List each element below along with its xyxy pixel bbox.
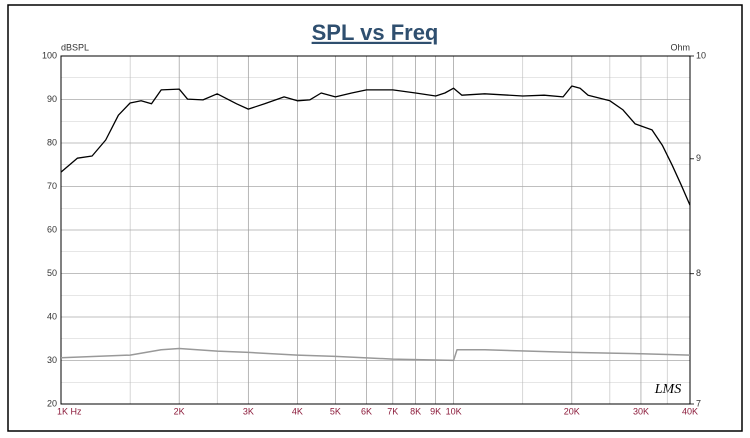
y-tick-label: 20 xyxy=(47,398,57,408)
y2-tick-label: 7 xyxy=(696,398,701,408)
series-line xyxy=(60,347,691,362)
y-tick-label: 30 xyxy=(47,355,57,365)
y2-tick-label: 8 xyxy=(696,268,701,278)
x-tick-label: 3K xyxy=(243,406,254,416)
y-tick-label: 70 xyxy=(47,181,57,191)
y2-tick-label: 10 xyxy=(696,50,706,60)
x-tick-label: 7K xyxy=(387,406,398,416)
series-line xyxy=(60,85,691,206)
x-tick-label: 9K xyxy=(430,406,441,416)
x-tick-label: 30K xyxy=(633,406,649,416)
x-tick-label: 1K Hz xyxy=(57,406,82,416)
x-tick-label: 20K xyxy=(564,406,580,416)
plot-frame xyxy=(60,55,691,405)
y2-axis-label: Ohm xyxy=(670,42,690,52)
y-tick-label: 100 xyxy=(42,50,57,60)
chart-title: SPL vs Freq xyxy=(312,20,439,45)
y-tick-label: 50 xyxy=(47,268,57,278)
frame xyxy=(7,4,743,432)
x-tick-label: 2K xyxy=(174,406,185,416)
y2-tick-label: 9 xyxy=(696,153,701,163)
y-tick-label: 90 xyxy=(47,94,57,104)
x-tick-label: 10K xyxy=(446,406,462,416)
y-tick-label: 60 xyxy=(47,224,57,234)
x-tick-label: 6K xyxy=(361,406,372,416)
x-tick-label: 5K xyxy=(330,406,341,416)
x-tick-label: 8K xyxy=(410,406,421,416)
x-tick-label: 40K xyxy=(682,406,698,416)
y-tick-label: 40 xyxy=(47,311,57,321)
y-tick-label: 80 xyxy=(47,137,57,147)
x-tick-label: 4K xyxy=(292,406,303,416)
y-axis-label: dBSPL xyxy=(61,42,89,52)
